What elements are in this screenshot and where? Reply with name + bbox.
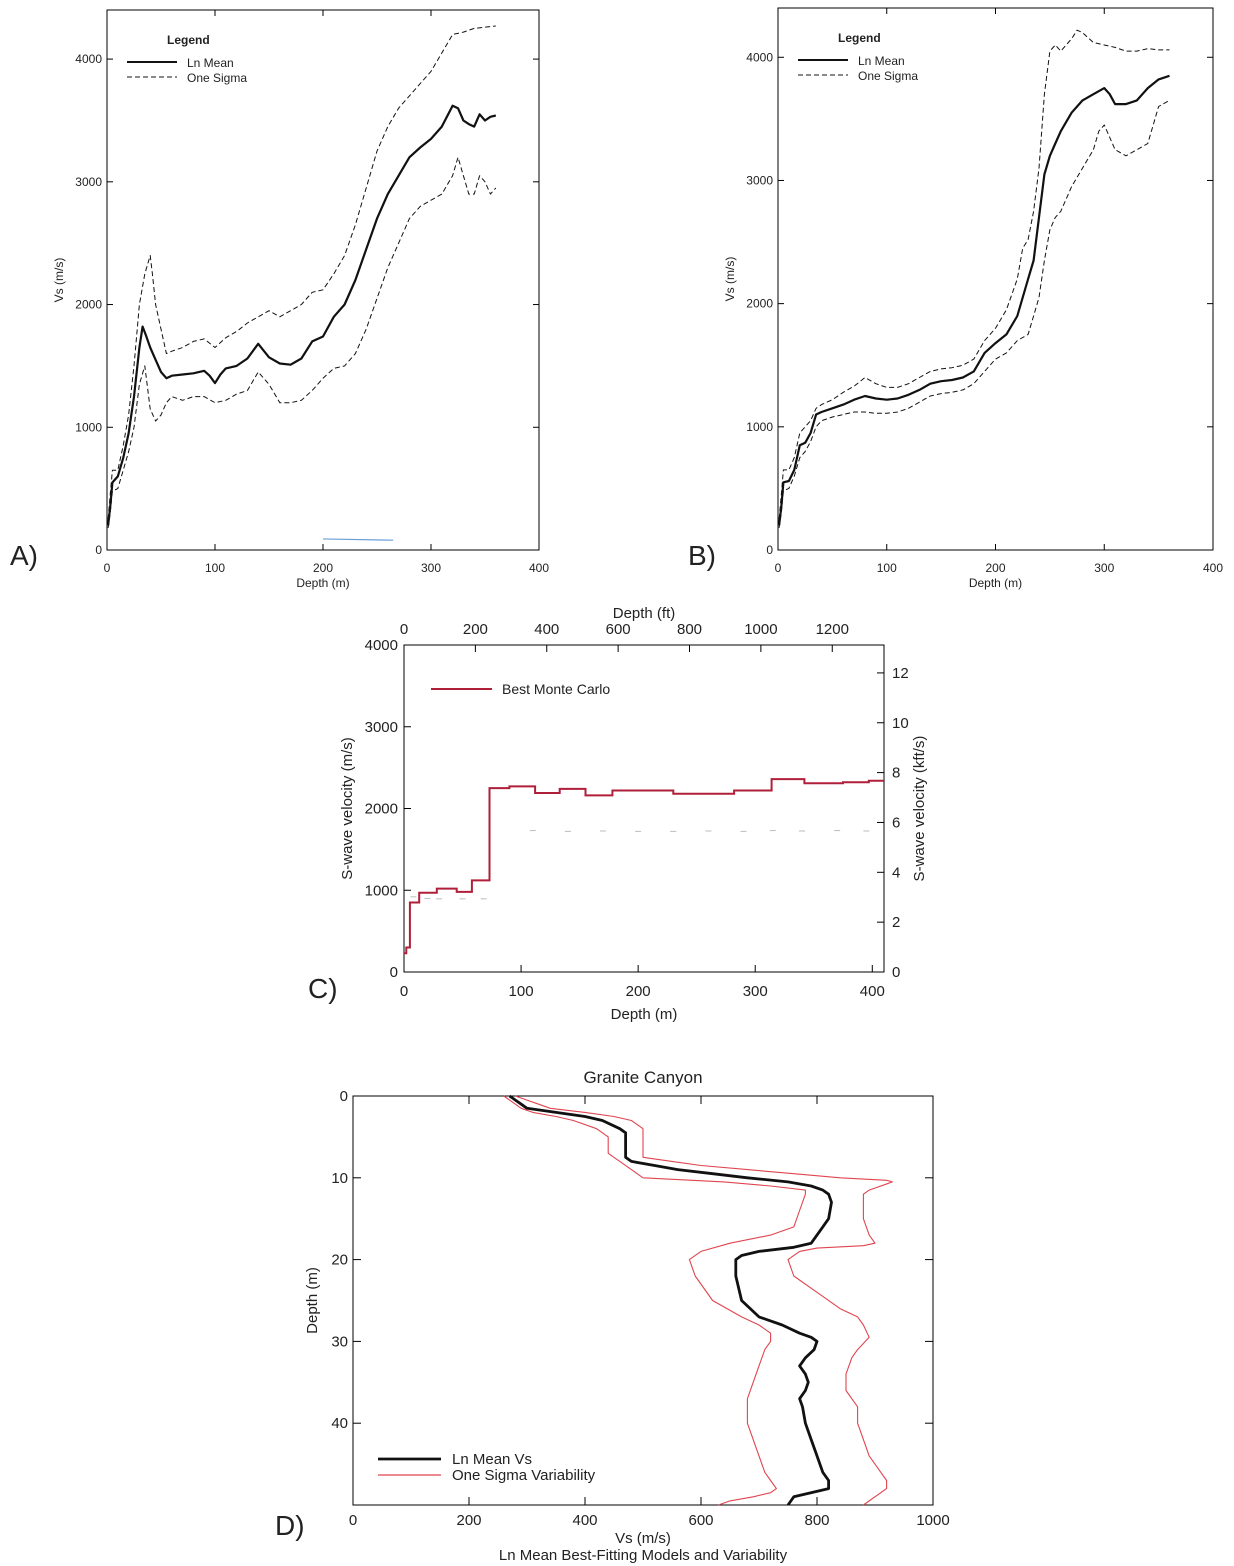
y-axis-label: S-wave velocity (m/s): [339, 737, 356, 880]
x-tick-label: 0: [400, 983, 408, 1000]
series-line-one-sigma-1: [107, 25, 496, 520]
y-tick-label: 4000: [365, 637, 398, 654]
x-tick-label: 300: [743, 983, 768, 1000]
legend-label-one-sigma: One Sigma Variability: [452, 1467, 596, 1484]
y-axis-label: Vs (m/s): [723, 257, 737, 302]
legend-label-best-monte-carlo: Best Monte Carlo: [502, 681, 610, 697]
x-tick-label: 0: [775, 561, 782, 575]
x2-tick-label: 800: [677, 621, 702, 638]
y2-tick-label: 12: [892, 665, 909, 682]
y-tick-label: 0: [95, 543, 102, 557]
x-tick-label: 100: [509, 983, 534, 1000]
series-line-best-monte-carlo: [404, 778, 884, 955]
x-tick-label: 400: [1203, 561, 1223, 575]
x-tick-label: 800: [804, 1512, 829, 1529]
y2-tick-label: 2: [892, 914, 900, 931]
y-tick-label: 30: [331, 1333, 348, 1350]
x2-tick-label: 0: [400, 621, 408, 638]
y2-tick-label: 4: [892, 864, 900, 881]
x-tick-label: 1000: [916, 1512, 949, 1529]
series-line-one-sigma-2: [107, 156, 497, 528]
y-tick-label: 4000: [746, 50, 773, 64]
y-tick-label: 2000: [365, 801, 398, 818]
x-tick-label: 100: [877, 561, 897, 575]
panel-d: 0 200 400 600 800 1000 0 10 20 30 40 Granite Canyon…: [275, 1068, 950, 1564]
x-axis-label: Depth (m): [611, 1006, 678, 1023]
panel-label: C): [308, 973, 338, 1004]
legend-label-one-sigma: One Sigma: [187, 71, 247, 85]
y-tick-label: 1000: [746, 420, 773, 434]
x-tick-label: 200: [985, 561, 1005, 575]
y-tick-label: 2000: [75, 298, 102, 312]
x-tick-label: 0: [349, 1512, 357, 1529]
plot-frame: [352, 1095, 934, 1506]
legend-title: Legend: [167, 33, 210, 47]
series-line-one-sigma-1: [778, 29, 1170, 520]
y2-tick-label: 10: [892, 715, 909, 732]
legend-label-ln-mean-vs: Ln Mean Vs: [452, 1451, 532, 1468]
y-tick-label: 3000: [75, 175, 102, 189]
x-tick-label: 200: [626, 983, 651, 1000]
legend-label-ln-mean: Ln Mean: [858, 54, 905, 68]
y-tick-label: 0: [766, 543, 773, 557]
y-tick-label: 2000: [746, 297, 773, 311]
stray-mark: [322, 538, 394, 541]
series-line-ln-mean: [778, 74, 1170, 526]
x2-tick-label: 1200: [816, 621, 849, 638]
x-tick-label: 600: [688, 1512, 713, 1529]
legend-label-one-sigma: One Sigma: [858, 69, 918, 83]
y2-tick-label: 8: [892, 765, 900, 782]
y-axis-label: Vs (m/s): [52, 258, 66, 303]
y2-axis-label: S-wave velocity (kft/s): [911, 736, 928, 882]
x2-tick-label: 400: [534, 621, 559, 638]
panel-c: 0 100 200 300 4000 200 400 600 800 1000 1200010002…: [308, 605, 928, 1023]
x-tick-label: 200: [456, 1512, 481, 1529]
series-line-one-sigma-1: [515, 1095, 893, 1506]
chart-title: Granite Canyon: [583, 1068, 702, 1087]
x-axis-label: Depth (m): [296, 576, 349, 590]
y-tick-label: 0: [340, 1088, 348, 1105]
panel-label: A): [10, 540, 38, 571]
series-line-one-sigma-2: [778, 99, 1170, 528]
legend-title: Legend: [838, 31, 881, 45]
y-tick-label: 4000: [75, 52, 102, 66]
plot-frame: [106, 9, 540, 551]
series-line-ln-mean-vs: [508, 1094, 833, 1506]
y-tick-label: 20: [331, 1252, 348, 1269]
x2-axis-label: Depth (ft): [613, 605, 676, 622]
plot-frame: [403, 644, 885, 973]
x2-tick-label: 600: [606, 621, 631, 638]
y-tick-label: 0: [390, 964, 398, 981]
chart-subtitle: Ln Mean Best-Fitting Models and Variabil…: [499, 1547, 788, 1564]
legend-label-ln-mean: Ln Mean: [187, 56, 234, 70]
panel-label: B): [688, 540, 716, 571]
x-axis-label: Depth (m): [969, 576, 1022, 590]
panel-label: D): [275, 1510, 305, 1541]
y2-tick-label: 0: [892, 964, 900, 981]
x-axis-label: Vs (m/s): [615, 1530, 671, 1547]
y2-tick-label: 6: [892, 814, 900, 831]
x-tick-label: 400: [572, 1512, 597, 1529]
x-tick-label: 400: [860, 983, 885, 1000]
y-tick-label: 1000: [365, 882, 398, 899]
y-tick-label: 10: [331, 1170, 348, 1187]
x-tick-label: 0: [104, 561, 111, 575]
y-tick-label: 3000: [746, 173, 773, 187]
y-tick-label: 40: [331, 1415, 348, 1432]
x-tick-label: 400: [529, 561, 549, 575]
y-axis-label: Depth (m): [304, 1267, 321, 1334]
x-tick-label: 300: [421, 561, 441, 575]
x-tick-label: 100: [205, 561, 225, 575]
x-tick-label: 300: [1094, 561, 1114, 575]
series-line-ln-mean: [107, 104, 497, 526]
x2-tick-label: 200: [463, 621, 488, 638]
y-tick-label: 1000: [75, 420, 102, 434]
x2-tick-label: 1000: [744, 621, 777, 638]
series-line-one-sigma-2: [503, 1095, 806, 1506]
x-tick-label: 200: [313, 561, 333, 575]
y-tick-label: 3000: [365, 719, 398, 736]
